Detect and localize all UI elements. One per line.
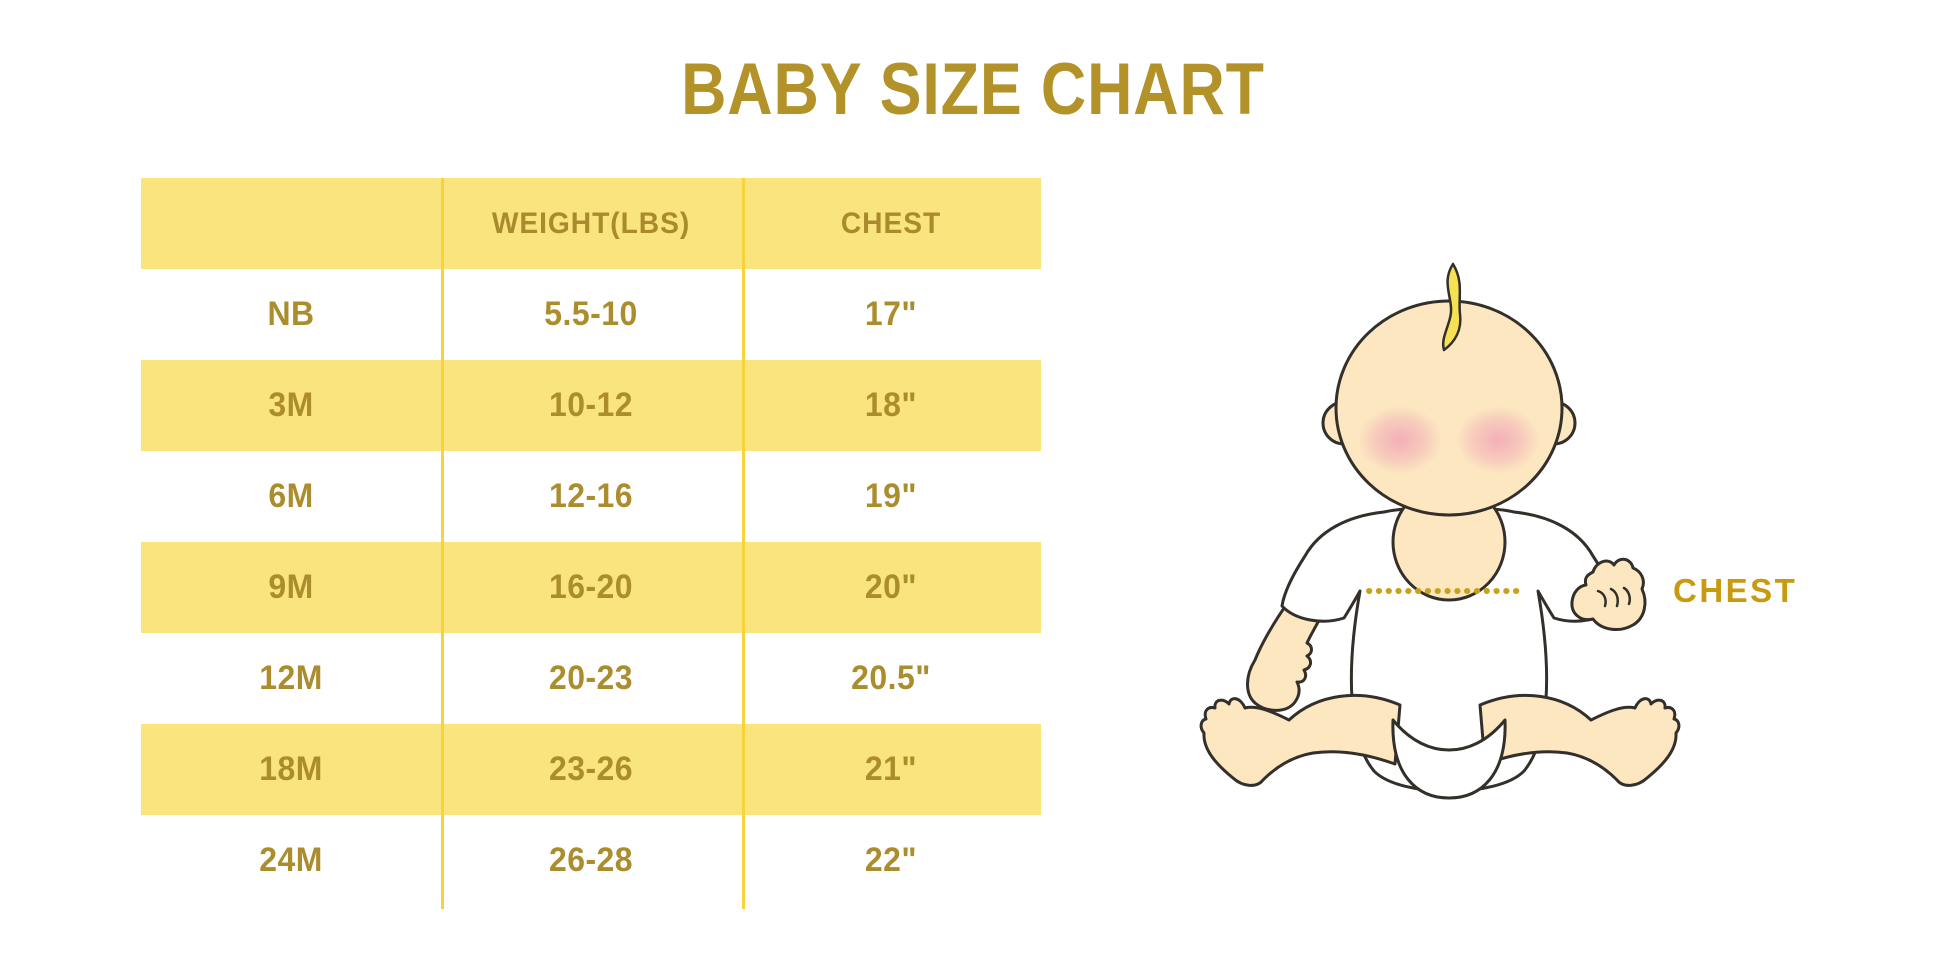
table-cell-chest: 18" (864, 386, 918, 424)
baby-size-table: WEIGHT(LBS) CHEST NB 5.5-10 17" 3M 10-12 18" 6… (141, 178, 1041, 909)
table-cell-size: NB (267, 295, 315, 333)
baby-cheek-left (1358, 406, 1442, 474)
baby-fist-fingers (1596, 586, 1632, 608)
table-cell-weight_lbs: 20-23 (548, 659, 634, 697)
baby-cheek-right (1456, 406, 1540, 474)
table-row: 9M 16-20 20" (141, 542, 1041, 633)
baby-illustration: CHEST (1195, 250, 1795, 830)
header-cell-weight: WEIGHT(LBS) (491, 206, 691, 240)
table-cell-weight_lbs: 16-20 (548, 568, 634, 606)
baby-hair-tuft (1442, 262, 1462, 352)
table-cell-size: 6M (268, 477, 314, 515)
table-row: 3M 10-12 18" (141, 360, 1041, 451)
table-row: 18M 23-26 21" (141, 724, 1041, 815)
table-cell-size: 3M (268, 386, 314, 424)
table-row: 12M 20-23 20.5" (141, 633, 1041, 724)
column-divider (742, 178, 745, 909)
table-cell-weight_lbs: 5.5-10 (544, 295, 638, 333)
chest-label: CHEST (1673, 572, 1795, 609)
table-row: NB 5.5-10 17" (141, 269, 1041, 360)
column-divider (441, 178, 444, 909)
table-cell-weight_lbs: 26-28 (548, 841, 634, 879)
table-cell-size: 12M (259, 659, 323, 697)
table-cell-size: 9M (268, 568, 314, 606)
table-cell-weight_lbs: 12-16 (548, 477, 634, 515)
table-cell-chest: 22" (864, 841, 918, 879)
table-cell-chest: 21" (864, 750, 918, 788)
table-cell-chest: 19" (864, 477, 918, 515)
table-header-row: WEIGHT(LBS) CHEST (141, 178, 1041, 269)
table-cell-chest: 17" (864, 295, 918, 333)
table-cell-chest: 20.5" (851, 659, 931, 697)
baby-diaper (1391, 718, 1507, 800)
table-cell-weight_lbs: 23-26 (548, 750, 634, 788)
table-row: 6M 12-16 19" (141, 451, 1041, 542)
header-cell-chest: CHEST (840, 206, 942, 240)
baby-right-fist (1570, 557, 1647, 632)
baby-illustration-svg: CHEST (1199, 262, 1795, 800)
table-cell-weight_lbs: 10-12 (548, 386, 634, 424)
baby-right-leg (1478, 694, 1681, 787)
baby-left-leg (1199, 694, 1402, 787)
table-body: NB 5.5-10 17" 3M 10-12 18" 6M 12-16 19" 9M 16-20 20… (141, 269, 1041, 906)
page-title: BABY SIZE CHART (681, 49, 1265, 130)
table-cell-size: 18M (259, 750, 323, 788)
table-cell-chest: 20" (864, 568, 918, 606)
table-cell-size: 24M (259, 841, 323, 879)
table-row: 24M 26-28 22" (141, 815, 1041, 906)
